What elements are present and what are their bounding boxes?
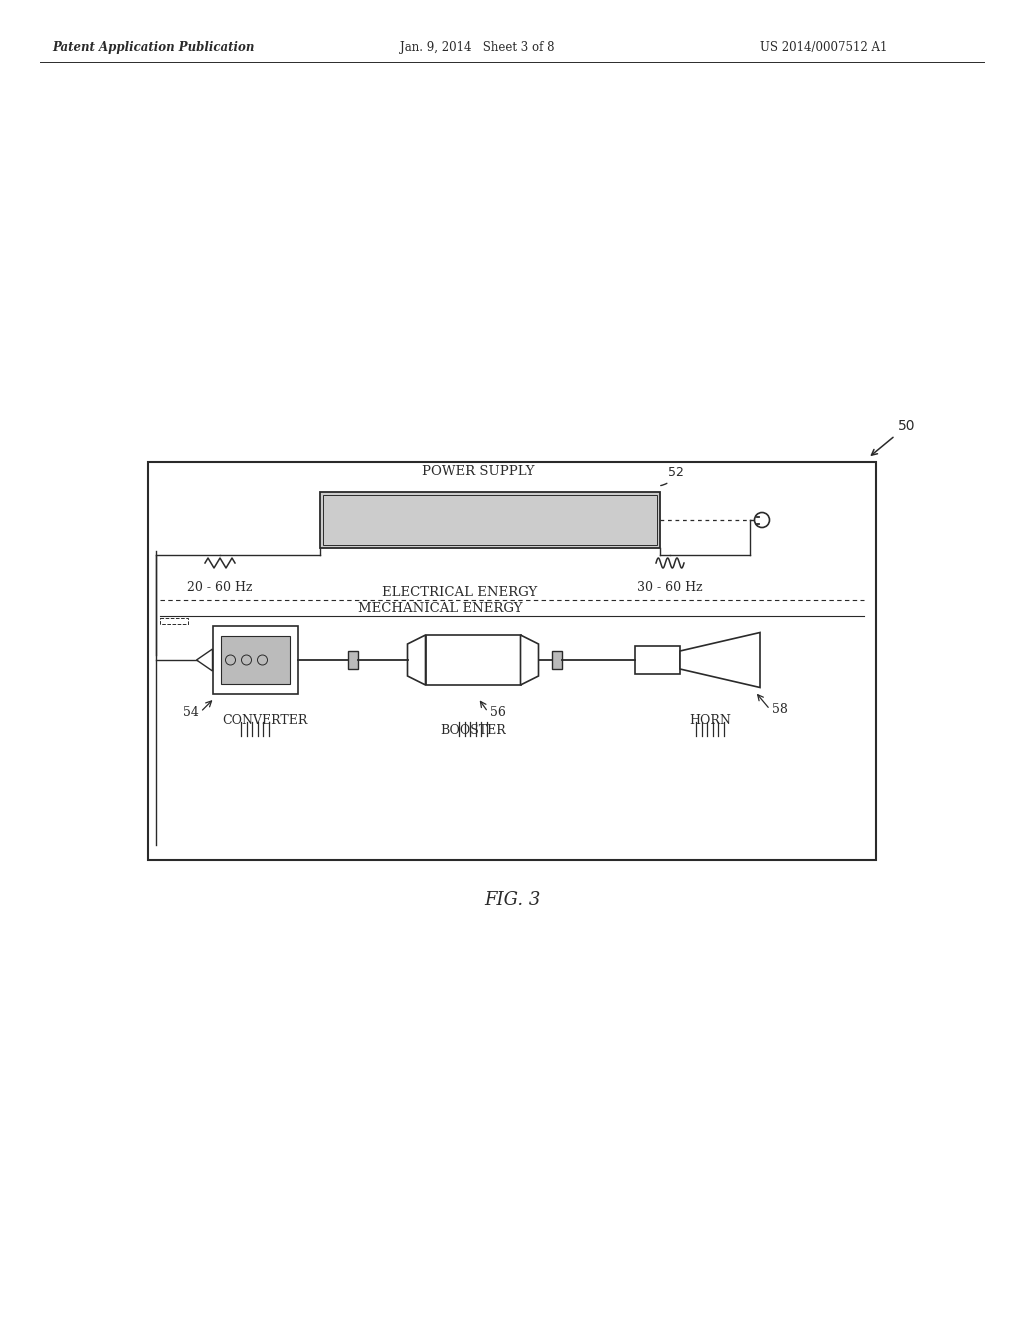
Text: US 2014/0007512 A1: US 2014/0007512 A1 xyxy=(760,41,888,54)
Bar xyxy=(213,626,298,694)
Polygon shape xyxy=(680,632,760,688)
Bar xyxy=(220,636,290,684)
Text: 50: 50 xyxy=(871,418,915,455)
Bar xyxy=(319,492,660,548)
Text: Patent Application Publication: Patent Application Publication xyxy=(52,41,254,54)
Bar xyxy=(635,645,680,675)
Text: MECHANICAL ENERGY: MECHANICAL ENERGY xyxy=(357,602,522,615)
Text: HORN: HORN xyxy=(689,714,731,727)
Text: 20 - 60 Hz: 20 - 60 Hz xyxy=(187,581,253,594)
Text: 54: 54 xyxy=(182,705,199,718)
Polygon shape xyxy=(408,635,426,685)
Text: Jan. 9, 2014   Sheet 3 of 8: Jan. 9, 2014 Sheet 3 of 8 xyxy=(400,41,555,54)
Bar xyxy=(148,462,876,861)
Text: FIG. 3: FIG. 3 xyxy=(483,891,541,909)
Text: BOOSTER: BOOSTER xyxy=(440,723,506,737)
Text: 52: 52 xyxy=(660,466,684,486)
Polygon shape xyxy=(520,635,539,685)
Bar xyxy=(160,618,188,624)
Text: POWER SUPPLY: POWER SUPPLY xyxy=(422,465,535,478)
Text: CONVERTER: CONVERTER xyxy=(222,714,307,727)
Bar xyxy=(347,651,357,669)
Text: 30 - 60 Hz: 30 - 60 Hz xyxy=(637,581,702,594)
Text: 58: 58 xyxy=(772,704,787,715)
Bar xyxy=(323,495,657,545)
Text: ELECTRICAL ENERGY: ELECTRICAL ENERGY xyxy=(382,586,538,598)
Text: 56: 56 xyxy=(490,705,506,718)
Bar xyxy=(552,651,561,669)
Bar xyxy=(426,635,520,685)
